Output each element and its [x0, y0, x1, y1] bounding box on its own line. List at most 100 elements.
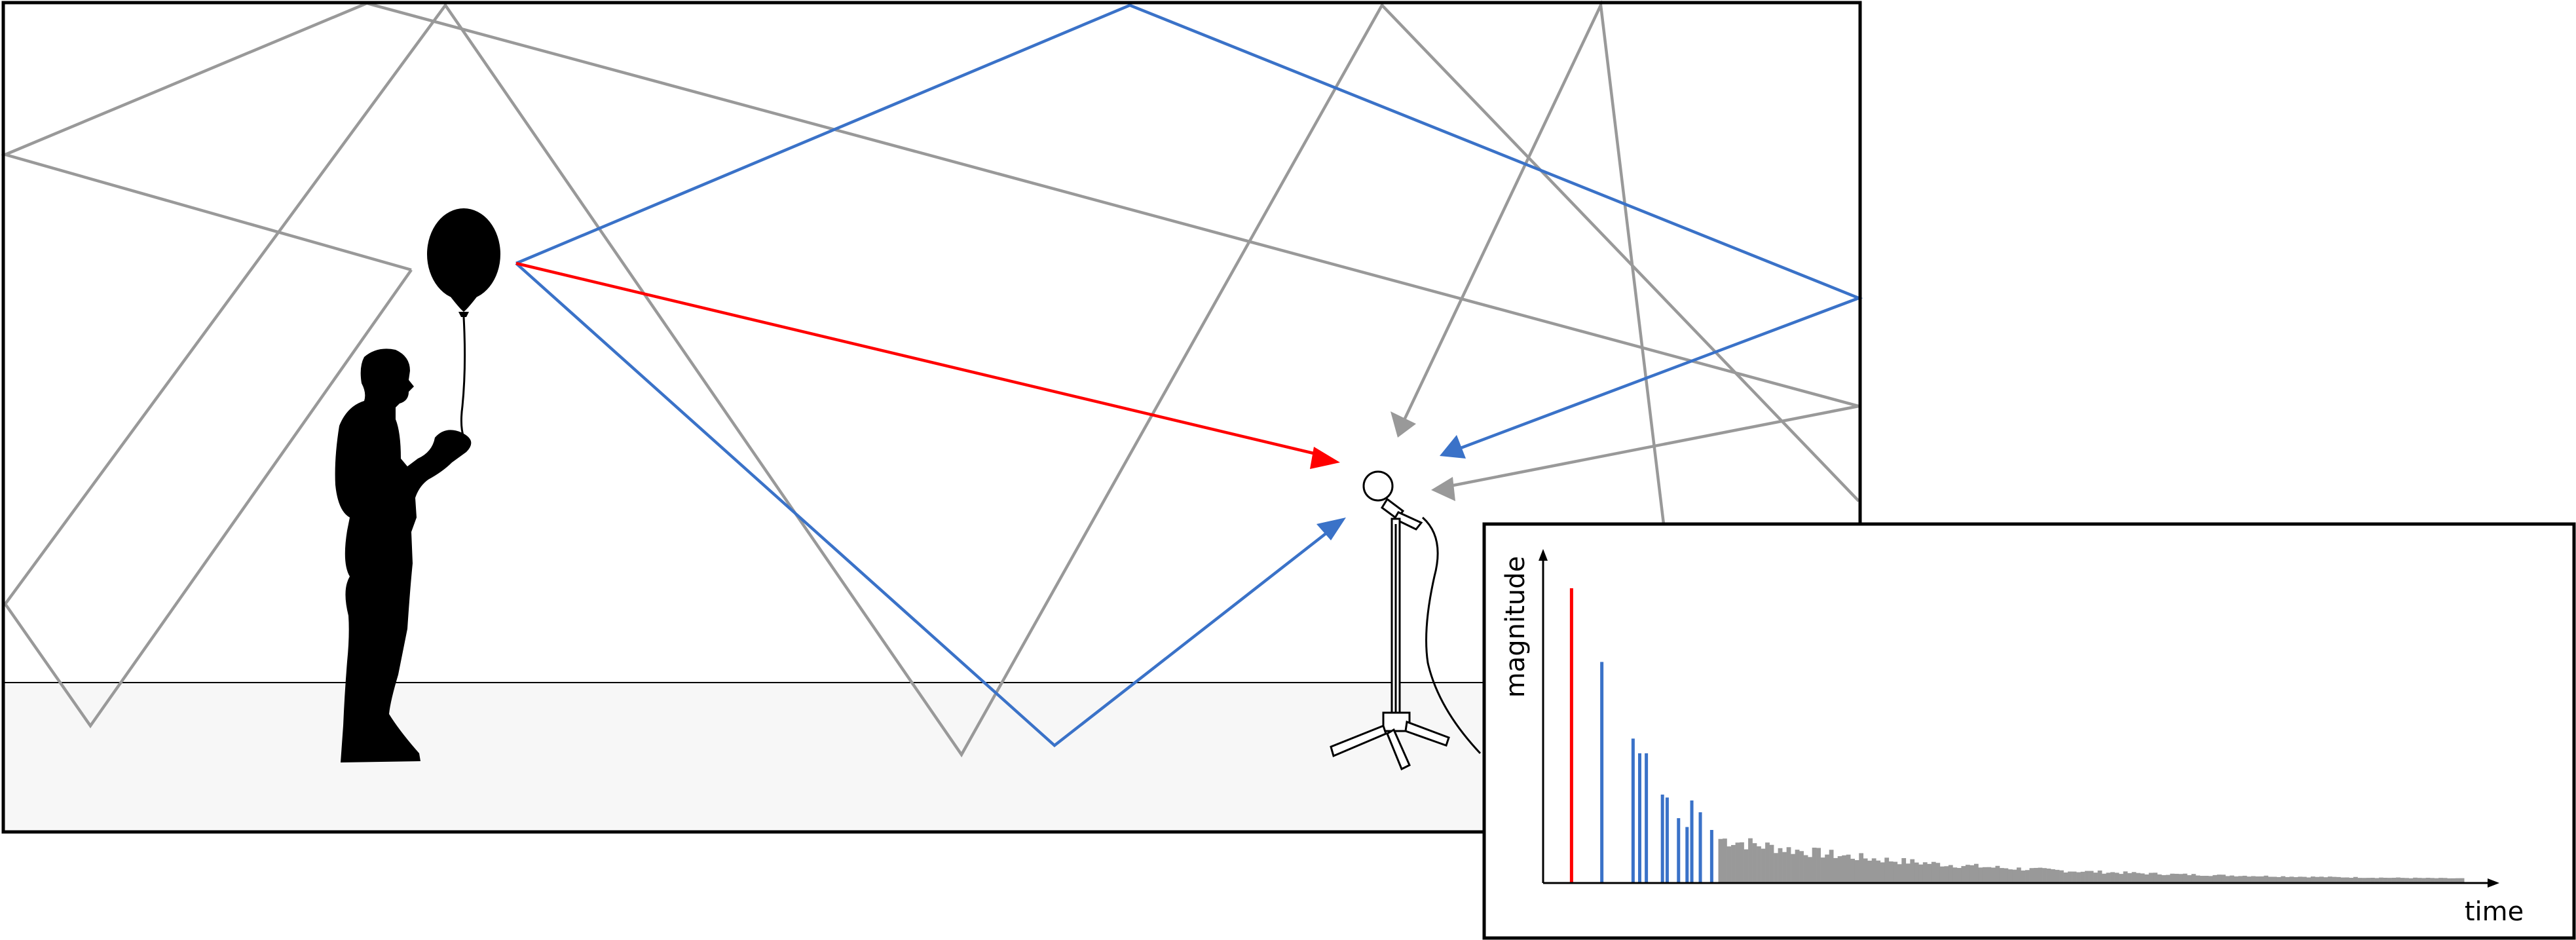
- late-reflection-bar: [2438, 878, 2443, 883]
- late-reflection-bar: [2259, 876, 2264, 883]
- late-reflection-bar: [1867, 860, 1873, 883]
- late-reflection-bar: [2421, 878, 2426, 883]
- late-reflection-bar: [2153, 873, 2158, 883]
- late-reflection-bar: [2212, 874, 2218, 883]
- late-reflection-bar: [1761, 848, 1766, 883]
- late-reflection-bar: [2391, 877, 2397, 883]
- late-reflection-bar: [2063, 872, 2068, 883]
- early-arrowhead: [1440, 435, 1466, 459]
- late-reflection-bar: [2021, 870, 2026, 883]
- late-reflection-bar: [2230, 875, 2235, 883]
- late-reflection-bar: [2221, 874, 2226, 883]
- late-reflection-bar: [1973, 863, 1979, 883]
- late-reflection-bar: [2362, 878, 2366, 883]
- late-reflection-bar: [1905, 863, 1911, 883]
- late-reflection-bar: [2178, 874, 2184, 883]
- late-reflection-bar: [2340, 877, 2345, 883]
- late-reflection-bar: [2328, 876, 2332, 883]
- late-reflection-bar: [1944, 866, 1949, 883]
- early-reflection-path: [515, 3, 1863, 454]
- late-reflection-bar: [2400, 878, 2405, 883]
- late-reflection-bar: [2404, 878, 2409, 883]
- late-reflection-bar: [1795, 850, 1800, 883]
- late-reflection-bar: [2408, 878, 2414, 883]
- late-reflection-bar: [1791, 854, 1795, 883]
- late-reflection-bar: [1816, 848, 1821, 883]
- late-reflection-bar: [2110, 872, 2115, 883]
- late-reflection-bar: [1880, 862, 1885, 883]
- late-reflection-bar: [2447, 878, 2452, 883]
- late-reflection-bar: [2306, 877, 2311, 883]
- late-reflection-bar: [2298, 876, 2303, 883]
- late-reflection-bar: [2199, 876, 2205, 883]
- late-reflection-bar: [2076, 872, 2081, 883]
- late-reflection-path: [1396, 0, 1666, 525]
- room-outline: [1, 1, 1862, 834]
- late-reflection-bar: [2007, 869, 2013, 883]
- late-reflection-bar: [1990, 867, 1996, 883]
- late-reflection-bar: [2289, 876, 2294, 883]
- x-axis-arrow: [2488, 878, 2499, 888]
- late-reflection-bar: [2085, 871, 2089, 883]
- late-reflection-bar: [1735, 842, 1740, 883]
- late-reflection-bar: [1978, 867, 1983, 883]
- late-reflection-bar: [2374, 878, 2380, 883]
- late-reflection-bar: [1893, 861, 1898, 883]
- late-reflection-bar: [2114, 873, 2119, 883]
- late-reflection-bar: [2366, 878, 2371, 883]
- late-reflection-bar: [1987, 867, 1992, 883]
- late-reflection-bar: [1922, 862, 1928, 883]
- late-reflection-bar: [2247, 876, 2252, 883]
- late-reflection-bar: [2148, 873, 2154, 883]
- late-reflection-bar: [2170, 873, 2175, 883]
- late-reflection-bar: [2379, 877, 2383, 883]
- late-reflection-bar: [2089, 871, 2094, 883]
- early-reflection-path: [515, 262, 1331, 747]
- y-axis-arrow: [1539, 549, 1548, 561]
- late-reflection-bar: [2055, 869, 2060, 883]
- late-reflection-bar: [2131, 872, 2137, 883]
- balloon-icon: [427, 208, 500, 438]
- late-reflection-bar: [2396, 877, 2400, 883]
- late-reflection-bar: [2034, 867, 2038, 883]
- late-reflection-bar: [2323, 877, 2328, 883]
- person-silhouette-icon: [335, 348, 472, 762]
- late-reflection-bar: [2413, 877, 2417, 883]
- late-reflection-bar: [1744, 849, 1749, 883]
- late-reflection-bar: [2012, 869, 2017, 883]
- late-reflection-bar: [2216, 874, 2222, 883]
- late-reflection-bar: [1931, 861, 1936, 883]
- late-reflection-bar: [1961, 866, 1966, 883]
- late-reflection-bar: [1859, 853, 1864, 883]
- late-reflection-bar: [2119, 874, 2123, 883]
- late-reflection-bar: [2195, 875, 2201, 883]
- late-reflection-bar: [1820, 857, 1825, 883]
- late-reflection-bar: [2310, 876, 2315, 883]
- late-reflection-bar: [2442, 878, 2448, 883]
- late-reflection-bar: [1952, 867, 1958, 883]
- late-reflection-bar: [2268, 876, 2273, 883]
- microphone-cable: [1422, 516, 1482, 755]
- late-reflection-bar: [2191, 874, 2196, 883]
- direct-path: [515, 261, 1340, 469]
- late-arrowhead: [1391, 411, 1416, 438]
- late-reflection-bar: [2165, 874, 2171, 883]
- late-reflection-bar: [1723, 838, 1727, 883]
- late-reflection-bar: [2293, 877, 2298, 883]
- late-reflection-bar: [2276, 876, 2281, 883]
- late-reflection-bar: [1901, 857, 1907, 883]
- late-reflection-bar: [1948, 865, 1953, 883]
- late-reflection-bar: [1884, 857, 1890, 883]
- late-reflection-bar: [1731, 844, 1736, 883]
- late-reflection-bar: [1999, 868, 2004, 883]
- late-reflection-bar: [2349, 878, 2354, 883]
- late-reflection-bar: [2038, 867, 2043, 883]
- late-reflection-bar: [2370, 877, 2375, 883]
- x-axis-label: time: [2465, 897, 2524, 927]
- late-reflection-bar: [2208, 876, 2213, 883]
- late-reflection-path: [3, 3, 1860, 758]
- late-reflection-bar: [2080, 871, 2085, 883]
- late-reflection-bar: [1752, 843, 1757, 883]
- late-reflection-bar: [2332, 876, 2337, 883]
